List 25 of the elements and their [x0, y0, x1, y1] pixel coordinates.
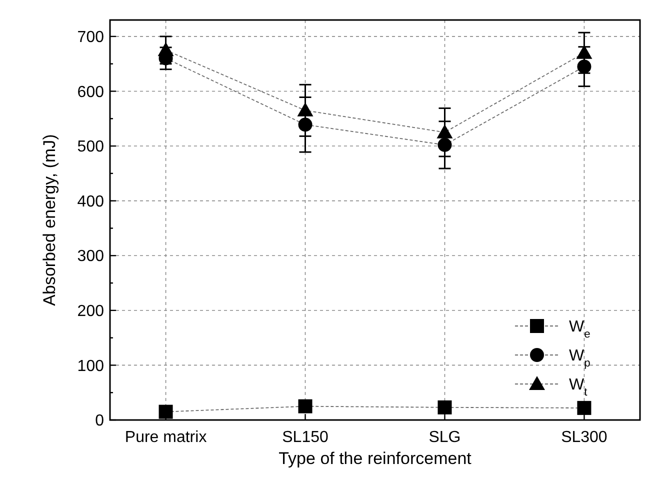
point: [297, 102, 314, 116]
point: [438, 400, 452, 414]
y-tick-label: 100: [77, 358, 104, 375]
y-axis-title: Absorbed energy, (mJ): [40, 134, 59, 306]
point: [577, 400, 592, 415]
point: [158, 42, 174, 56]
x-tick-label: SLG: [428, 429, 461, 446]
y-tick-label: 0: [95, 412, 104, 430]
y-tick-label: 700: [77, 29, 104, 46]
legend-label: W$_{e}$: [569, 318, 590, 341]
y-tick-label: 600: [77, 84, 104, 101]
x-tick-label: Pure matrix: [124, 429, 207, 446]
x-tick-label: SL150: [282, 429, 328, 446]
point: [158, 404, 173, 419]
x-axis-title: Type of the reinforcement: [278, 449, 472, 468]
point: [436, 124, 453, 138]
point: [576, 44, 592, 59]
legend-label: W$_{t}$: [569, 376, 588, 399]
y-tick-label: 500: [77, 138, 104, 156]
legend-label: W$_{p}$: [569, 348, 590, 370]
y-tick-label: 200: [77, 303, 104, 320]
x-tick-label: SL300: [561, 429, 608, 446]
point: [298, 399, 312, 414]
y-tick-label: 400: [77, 193, 104, 210]
y-tick-label: 300: [77, 248, 104, 266]
